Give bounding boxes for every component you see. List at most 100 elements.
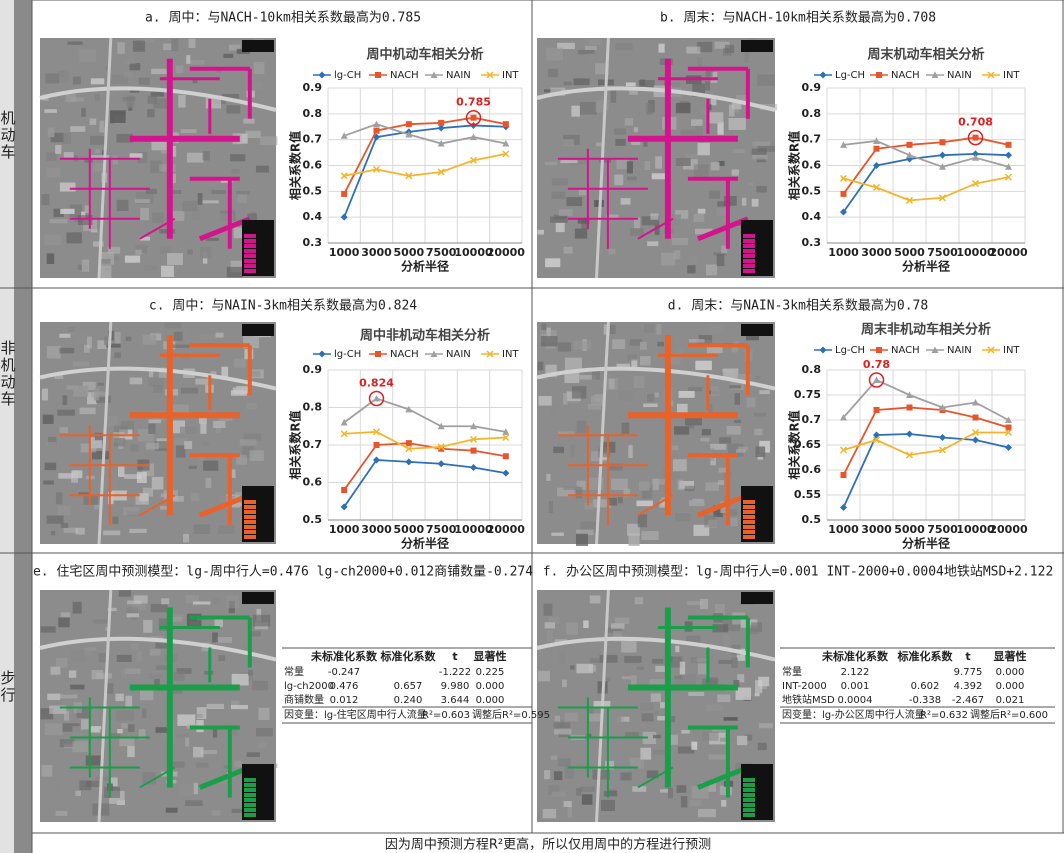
map-texture (207, 704, 224, 709)
map-texture (691, 657, 697, 663)
map-texture (630, 228, 644, 236)
table-cell: 地铁站MSD (782, 693, 835, 706)
map-texture (94, 505, 99, 510)
map-texture (60, 183, 76, 192)
map-texture (576, 664, 592, 674)
map-texture (695, 124, 703, 136)
map-texture (99, 121, 104, 133)
map-texture (56, 811, 68, 816)
table-cell: 3.644 (441, 695, 470, 706)
map-texture (240, 439, 257, 445)
map-texture (124, 72, 133, 78)
map-texture (749, 625, 759, 634)
map-texture (226, 596, 239, 609)
map-texture (161, 598, 169, 604)
map-texture (73, 362, 89, 367)
map-texture (149, 371, 153, 378)
map-texture (554, 729, 571, 735)
map-texture (56, 658, 68, 668)
map-texture (737, 736, 747, 745)
map-legend-swatch (244, 813, 256, 817)
map-texture (627, 354, 637, 360)
legend-label: INT (502, 70, 519, 81)
map-texture (757, 74, 774, 85)
map-texture (252, 82, 262, 91)
marker (438, 120, 444, 126)
map-texture (140, 208, 149, 220)
map-texture (755, 693, 760, 696)
y-tick-label: 0.9 (303, 363, 323, 376)
map-texture (167, 253, 183, 265)
map-texture (729, 105, 735, 117)
map-legend-swatch (743, 515, 755, 519)
map-texture (95, 433, 103, 441)
map-texture (137, 651, 142, 661)
table-footer: R²=0.603 (422, 710, 470, 721)
map-texture (70, 685, 84, 690)
map-texture (58, 473, 73, 479)
map-texture (126, 337, 132, 342)
map-texture (152, 477, 164, 490)
map-texture (689, 256, 697, 267)
map-texture (174, 332, 183, 341)
map-texture (200, 423, 206, 434)
map-texture (631, 142, 640, 145)
x-tick-label: 20000 (989, 246, 1028, 259)
map-texture (131, 643, 138, 649)
map-texture (705, 482, 719, 490)
map-texture (79, 50, 96, 63)
map (537, 590, 775, 822)
map-north (741, 324, 773, 336)
map-texture (59, 348, 74, 354)
map-texture (212, 190, 226, 194)
table-cell: 0.000 (476, 681, 505, 692)
map-texture (652, 173, 667, 179)
map-texture (127, 600, 142, 604)
legend-label: INT (502, 349, 519, 360)
map-texture (45, 442, 56, 446)
map-legend-swatch (244, 500, 256, 504)
map-texture (627, 161, 633, 173)
map-texture (182, 201, 197, 211)
map-texture (50, 667, 60, 675)
map-texture (172, 762, 185, 768)
map-texture (71, 471, 78, 483)
marker (341, 487, 347, 493)
map-texture (564, 247, 573, 254)
table-footer: 因变量：lg-住宅区周中行人流量 (284, 708, 427, 721)
marker (874, 407, 880, 413)
map-texture (585, 46, 597, 50)
map-texture (624, 656, 641, 663)
map-texture (180, 427, 197, 434)
x-axis-label: 分析半径 (902, 259, 950, 274)
map-texture (705, 81, 710, 90)
map-texture (181, 388, 199, 394)
map-texture (660, 789, 668, 792)
map-texture (176, 445, 185, 457)
map-texture (618, 497, 623, 503)
map-texture (601, 800, 615, 811)
table-footer: 因变量：lg-办公区周中行人流量 (782, 708, 925, 721)
map-texture (615, 139, 625, 146)
map-texture (655, 156, 662, 168)
map-texture (653, 750, 664, 755)
map-texture (47, 694, 60, 700)
map-texture (79, 408, 95, 415)
map-texture (562, 680, 567, 687)
map-texture (717, 254, 725, 266)
map-texture (621, 198, 631, 204)
map-texture (671, 735, 678, 745)
map-legend-swatch (743, 244, 755, 248)
marker (973, 415, 979, 421)
chart-title: 周中非机动车相关分析 (360, 328, 490, 344)
map-texture (55, 784, 62, 791)
map-texture (755, 376, 760, 379)
map-texture (121, 723, 128, 728)
map-texture (682, 182, 698, 186)
map-legend-swatch (743, 520, 755, 524)
map-texture (652, 659, 663, 664)
map-texture (81, 444, 97, 453)
map-texture (606, 678, 611, 682)
map-texture (689, 339, 705, 343)
map-texture (573, 78, 589, 85)
